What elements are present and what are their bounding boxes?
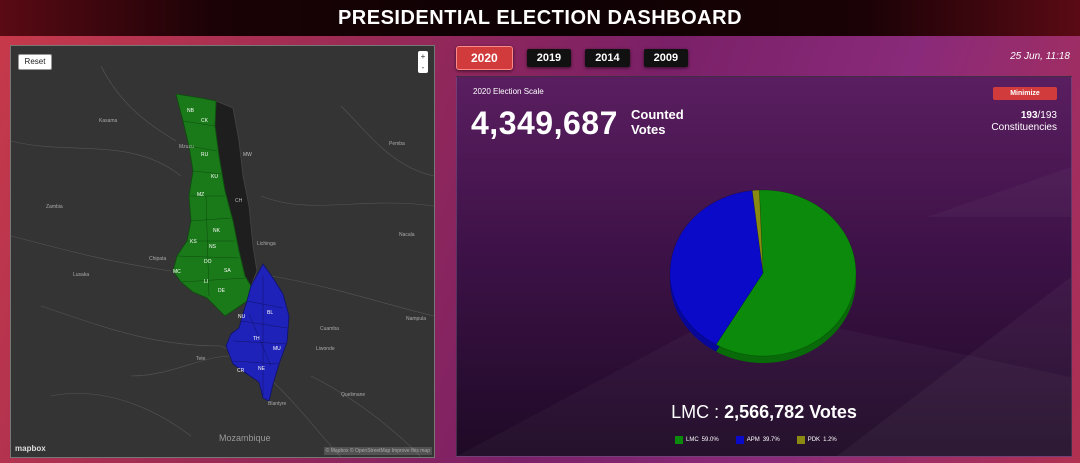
pie-slice-pdk[interactable] xyxy=(751,189,764,274)
leading-party: LMC : 2,566,782 Votes xyxy=(457,402,1071,423)
place-label: Lusaka xyxy=(73,272,90,278)
legend-item-apm[interactable]: APM 39.7% xyxy=(735,436,783,444)
legend-label: PDK xyxy=(807,437,821,443)
tab-2019[interactable]: 2019 xyxy=(526,49,572,67)
place-label: Pemba xyxy=(389,141,405,147)
map-region-lmc[interactable] xyxy=(172,93,252,317)
leader-party: LMC xyxy=(671,402,710,422)
region-label: MZ xyxy=(197,192,205,198)
region-label: BL xyxy=(267,310,274,316)
legend-swatch xyxy=(796,436,805,444)
region-label: TH xyxy=(253,336,260,342)
place-label: Nampula xyxy=(406,316,427,322)
results-card: 2020 Election Scale 4,349,687 Counted Vo… xyxy=(456,76,1072,457)
dashboard-header: PRESIDENTIAL ELECTION DASHBOARD xyxy=(0,0,1080,36)
region-label: KS xyxy=(190,239,197,245)
legend-value: 59.0% xyxy=(701,437,719,443)
minimize-button[interactable]: Minimize xyxy=(993,87,1057,100)
constituencies-count: 193 xyxy=(1020,110,1038,121)
pie-chart[interactable] xyxy=(457,77,1071,456)
place-label: Quelimane xyxy=(341,392,366,398)
card-decoration xyxy=(837,277,1071,456)
place-label: Cuamba xyxy=(320,326,339,332)
datetime: 25 Jun, 11:18 xyxy=(1010,51,1070,62)
place-label: Tete xyxy=(196,356,206,362)
legend-swatch xyxy=(675,436,683,444)
legend-item-lmc[interactable]: LMC 59.0% xyxy=(675,436,722,444)
region-label: CK xyxy=(201,118,208,124)
region-label: RU xyxy=(201,152,209,158)
region-label: LI xyxy=(204,279,209,285)
region-label: MC xyxy=(173,269,181,275)
constituencies: 193/193 Constituencies xyxy=(991,110,1057,134)
region-label: NB xyxy=(187,108,194,114)
page-title: PRESIDENTIAL ELECTION DASHBOARD xyxy=(337,6,743,29)
legend-value: 39.7% xyxy=(762,437,780,443)
place-label: Nacala xyxy=(399,232,415,238)
constituencies-total: /193 xyxy=(1037,110,1057,121)
election-scale-label: 2020 Election Scale xyxy=(473,87,544,96)
tab-2009[interactable]: 2009 xyxy=(643,49,689,67)
region-label: MW xyxy=(243,152,252,158)
counted-votes-label: Counted Votes xyxy=(631,107,684,137)
zoom-control[interactable]: + - xyxy=(418,51,428,73)
zoom-in-button[interactable]: + xyxy=(420,52,426,61)
region-label: NS xyxy=(209,244,216,250)
zoom-out-button[interactable]: - xyxy=(421,63,425,72)
place-label: Kasama xyxy=(99,118,118,124)
region-label: DE xyxy=(218,288,225,294)
region-label: CH xyxy=(235,198,243,204)
leader-separator: : xyxy=(709,402,725,422)
map-attribution[interactable]: © Mapbox © OpenStreetMap Improve this ma… xyxy=(323,447,432,455)
pie-slice-lmc[interactable] xyxy=(715,189,857,357)
pie-slice-apm[interactable] xyxy=(669,190,764,346)
map-canvas[interactable] xyxy=(11,46,434,457)
region-label: MU xyxy=(273,346,281,352)
region-label: NE xyxy=(258,366,265,372)
place-label: Lichinga xyxy=(257,241,276,247)
leader-votes: 2,566,782 Votes xyxy=(724,402,857,422)
region-label: CR xyxy=(237,368,245,374)
map-reset-button[interactable]: Reset xyxy=(18,54,52,70)
region-label: NK xyxy=(213,228,220,234)
map-boundaries-apm xyxy=(232,276,288,396)
legend-swatch xyxy=(735,436,744,444)
mapbox-logo[interactable]: mapbox xyxy=(15,444,46,453)
region-label: DO xyxy=(204,259,212,265)
place-label: Liwonde xyxy=(316,346,335,352)
place-label: Mzuzu xyxy=(179,144,194,150)
map-region-apm[interactable] xyxy=(225,263,290,402)
legend-label: APM xyxy=(746,437,760,443)
chart-legend: LMC 59.0% APM 39.7% PDK 1.2% xyxy=(675,436,854,444)
place-label: Blantyre xyxy=(268,401,287,407)
constituencies-label: Constituencies xyxy=(991,122,1057,133)
legend-label: LMC xyxy=(686,437,699,443)
place-label: Chipata xyxy=(149,256,167,262)
legend-value: 1.2% xyxy=(823,437,837,443)
tab-2014[interactable]: 2014 xyxy=(585,49,630,67)
region-label: NU xyxy=(238,314,246,320)
year-tabs: 2020 2019 2014 2009 xyxy=(456,46,702,70)
tab-2020[interactable]: 2020 xyxy=(456,46,513,70)
legend-item-pdk[interactable]: PDK 1.2% xyxy=(796,436,840,444)
country-label: Mozambique xyxy=(219,433,271,443)
region-label: KU xyxy=(211,174,218,180)
total-votes: 4,349,687 xyxy=(471,105,618,141)
map-panel[interactable]: CK NB RU MZ KU NK NS DO KS MC LI DE SA B… xyxy=(10,45,435,458)
place-label: Zambia xyxy=(46,204,63,210)
map-boundaries-lmc xyxy=(176,120,246,297)
region-label: SA xyxy=(224,268,231,274)
